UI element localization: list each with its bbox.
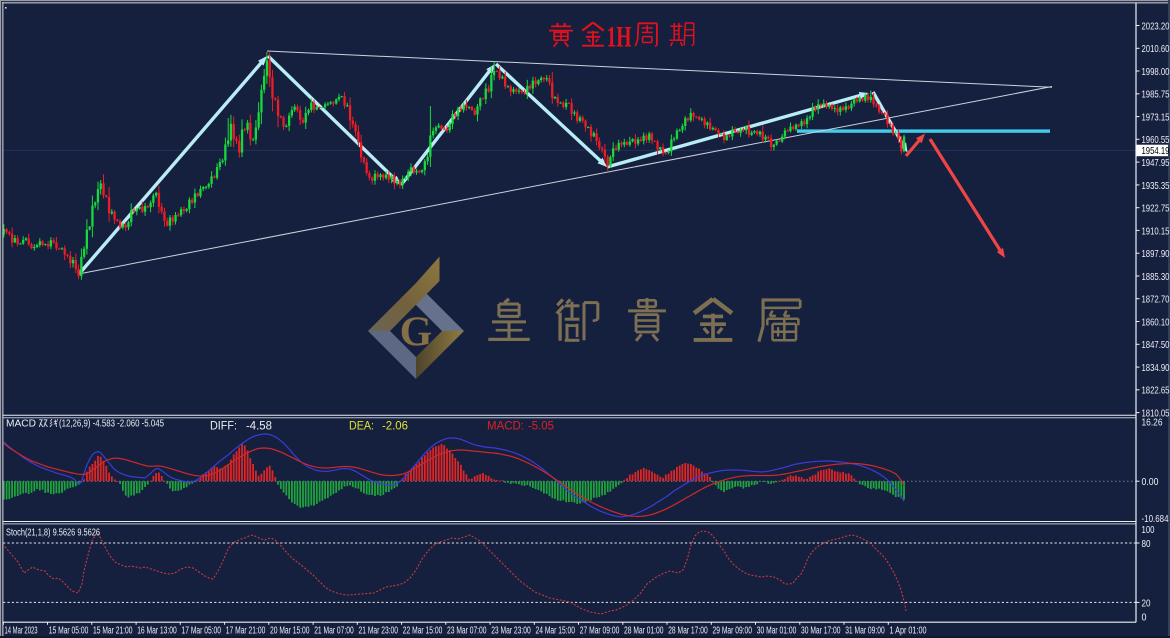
svg-text:1954.19: 1954.19 — [1142, 145, 1170, 157]
svg-text:23 Mar 23:00: 23 Mar 23:00 — [491, 626, 531, 637]
svg-text:G: G — [400, 310, 433, 356]
svg-text:1973.15: 1973.15 — [1142, 112, 1170, 124]
svg-text:1922.75: 1922.75 — [1142, 203, 1170, 215]
svg-text:MACD: MACD — [6, 419, 36, 430]
svg-text:1947.95: 1947.95 — [1142, 157, 1170, 169]
svg-text:30 Mar 01:00: 30 Mar 01:00 — [757, 626, 797, 637]
svg-text:16 Mar 13:00: 16 Mar 13:00 — [137, 626, 177, 637]
svg-text:0.00: 0.00 — [1142, 476, 1159, 488]
svg-text:14 Mar 2023: 14 Mar 2023 — [5, 626, 38, 637]
svg-text:22 Mar 15:00: 22 Mar 15:00 — [403, 626, 443, 637]
svg-text:23 Mar 07:00: 23 Mar 07:00 — [447, 626, 487, 637]
svg-text:21 Mar 07:00: 21 Mar 07:00 — [314, 626, 354, 637]
svg-text:30 Mar 17:00: 30 Mar 17:00 — [801, 626, 841, 637]
svg-text:MACD:: MACD: — [487, 421, 524, 433]
svg-text:80: 80 — [1142, 538, 1151, 550]
svg-text:DIFF:: DIFF: — [210, 421, 237, 433]
svg-text:1H: 1H — [607, 21, 632, 54]
svg-text:20: 20 — [1142, 597, 1151, 609]
svg-text:100: 100 — [1142, 524, 1155, 536]
svg-text:1885.30: 1885.30 — [1142, 271, 1170, 283]
svg-text:2010.60: 2010.60 — [1142, 43, 1170, 55]
svg-text:29 Mar 09:00: 29 Mar 09:00 — [713, 626, 753, 637]
svg-text:1897.90: 1897.90 — [1142, 248, 1170, 260]
svg-text:2023.20: 2023.20 — [1142, 20, 1170, 32]
svg-text:20 Mar 15:00: 20 Mar 15:00 — [270, 626, 310, 637]
svg-text:0: 0 — [1142, 612, 1147, 624]
svg-text:1985.75: 1985.75 — [1142, 89, 1170, 101]
svg-text:15 Mar 05:00: 15 Mar 05:00 — [49, 626, 89, 637]
svg-text:-2.06: -2.06 — [382, 421, 408, 433]
svg-text:1872.70: 1872.70 — [1142, 294, 1170, 306]
svg-text:24 Mar 15:00: 24 Mar 15:00 — [536, 626, 576, 637]
svg-text:28 Mar 01:00: 28 Mar 01:00 — [624, 626, 664, 637]
svg-text:1960.55: 1960.55 — [1142, 134, 1170, 146]
svg-text:28 Mar 17:00: 28 Mar 17:00 — [668, 626, 708, 637]
svg-text:1998.00: 1998.00 — [1142, 66, 1170, 78]
svg-text:1910.15: 1910.15 — [1142, 225, 1170, 237]
svg-text:-4.58: -4.58 — [246, 421, 272, 433]
svg-text:15 Mar 21:00: 15 Mar 21:00 — [93, 626, 133, 637]
svg-text:DEA:: DEA: — [349, 421, 374, 433]
svg-text:1834.90: 1834.90 — [1142, 362, 1170, 374]
svg-text:17 Mar 05:00: 17 Mar 05:00 — [182, 626, 222, 637]
svg-text:1860.10: 1860.10 — [1142, 316, 1170, 328]
svg-text:(12,26,9) -4.583 -2.060 -5.045: (12,26,9) -4.583 -2.060 -5.045 — [59, 419, 164, 430]
svg-text:1 Apr 01:00: 1 Apr 01:00 — [890, 626, 927, 637]
svg-text:27 Mar 09:00: 27 Mar 09:00 — [580, 626, 620, 637]
svg-text:16.26: 16.26 — [1142, 417, 1163, 429]
svg-text:-10.684: -10.684 — [1142, 513, 1169, 525]
svg-text:1847.50: 1847.50 — [1142, 339, 1170, 351]
svg-text:1935.35: 1935.35 — [1142, 180, 1170, 192]
svg-text:Stoch(21,1,8) 9.5626 9.5626: Stoch(21,1,8) 9.5626 9.5626 — [6, 528, 100, 539]
svg-text:1822.65: 1822.65 — [1142, 385, 1170, 397]
svg-text:1810.05: 1810.05 — [1142, 408, 1170, 420]
svg-text:21 Mar 23:00: 21 Mar 23:00 — [359, 626, 399, 637]
svg-text:31 Mar 09:00: 31 Mar 09:00 — [845, 626, 885, 637]
svg-text:17 Mar 21:00: 17 Mar 21:00 — [226, 626, 266, 637]
svg-text:-5.05: -5.05 — [528, 421, 554, 433]
